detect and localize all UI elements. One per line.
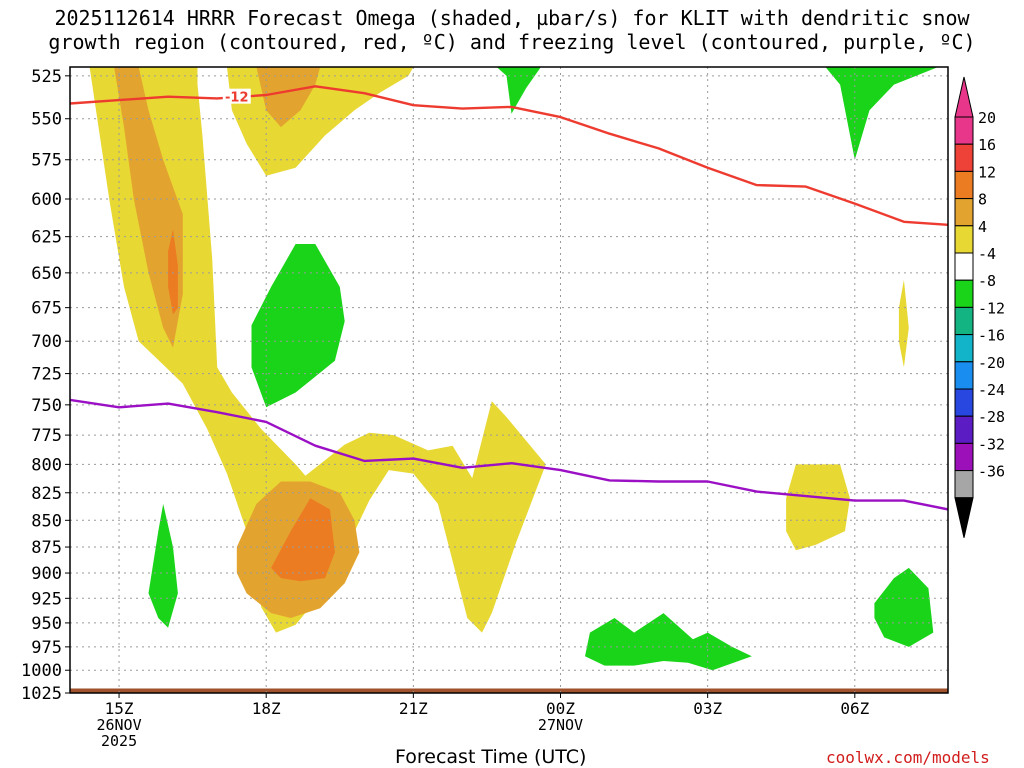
freezing-level-contour-line <box>70 398 948 511</box>
y-tick-label: 900 <box>31 564 62 584</box>
omega-shaded-region <box>786 464 850 551</box>
chart-title: 2025112614 HRRR Forecast Omega (shaded, … <box>0 6 1024 54</box>
colorbar-segment <box>954 388 974 417</box>
omega-shaded-region <box>271 498 335 582</box>
omega-shaded-region <box>168 229 178 315</box>
contour-label-background <box>222 88 251 104</box>
y-tick-label: 850 <box>31 511 62 531</box>
y-tick-label: 825 <box>31 484 62 504</box>
x-tick-label: 15Z <box>105 699 134 718</box>
x-tick-label: 06Z <box>840 699 869 718</box>
x-tick-label: 00Z <box>546 699 575 718</box>
credit-text: coolwx.com/models <box>826 748 990 767</box>
colorbar-label: -4 <box>978 245 996 263</box>
colorbar-segment <box>954 252 974 281</box>
y-tick-label: 625 <box>31 228 62 248</box>
colorbar-segment <box>954 170 974 200</box>
y-tick-label: 525 <box>31 67 62 87</box>
omega-shaded-region <box>251 244 345 408</box>
omega-shaded-region <box>825 67 939 160</box>
omega-shaded-region <box>256 67 321 128</box>
colorbar-segment <box>954 361 974 390</box>
colorbar-label: 12 <box>978 163 996 181</box>
colorbar-segment <box>954 279 974 308</box>
colorbar-segment <box>954 116 974 145</box>
y-tick-label: 650 <box>31 264 62 284</box>
colorbar-segment <box>954 198 974 227</box>
title-line-2: growth region (contoured, red, ºC) and f… <box>48 30 976 54</box>
colorbar-label: 8 <box>978 191 987 209</box>
omega-shaded-region <box>114 67 183 348</box>
terrain-strip <box>70 688 948 693</box>
title-line-1: 2025112614 HRRR Forecast Omega (shaded, … <box>54 6 970 30</box>
colorbar-bottom-arrow <box>954 497 974 538</box>
omega-shaded-region <box>585 613 752 671</box>
y-tick-label: 1000 <box>21 661 62 681</box>
y-tick-label: 875 <box>31 538 62 558</box>
omega-shaded-region <box>898 279 909 368</box>
snow-growth-contour-line <box>70 85 948 226</box>
colorbar-label: 16 <box>978 136 996 154</box>
colorbar-label: -12 <box>978 299 1005 317</box>
colorbar-segment <box>954 470 974 499</box>
x-axis-title: Forecast Time (UTC) <box>395 746 587 768</box>
omega-shaded-region <box>89 67 546 633</box>
plot-border <box>69 66 949 694</box>
plot-area: -12 <box>70 67 948 693</box>
x-tick-sublabel: 2025 <box>101 732 137 750</box>
contour-label: -12 <box>225 91 249 106</box>
y-tick-label: 600 <box>31 190 62 210</box>
y-tick-label: 675 <box>31 299 62 319</box>
colorbar-top-arrow <box>954 76 974 118</box>
colorbar-segment <box>954 334 974 363</box>
colorbar-segment <box>954 415 974 444</box>
colorbar-label: -36 <box>978 463 1005 481</box>
omega-shaded-region <box>148 503 178 628</box>
y-tick-label: 750 <box>31 396 62 416</box>
omega-shaded-region <box>874 567 934 647</box>
x-tick-sublabel: 26NOV <box>96 716 141 734</box>
colorbar-segment <box>954 143 974 172</box>
x-tick-label: 18Z <box>252 699 281 718</box>
x-tick-label: 03Z <box>693 699 722 718</box>
y-tick-label: 550 <box>31 110 62 130</box>
omega-shaded-region <box>496 67 541 114</box>
x-tick-sublabel: 27NOV <box>538 716 583 734</box>
y-tick-label: 800 <box>31 455 62 475</box>
colorbar-label: -8 <box>978 272 996 290</box>
y-tick-label: 575 <box>31 151 62 171</box>
colorbar-label: -16 <box>978 327 1005 345</box>
colorbar-label: -32 <box>978 435 1005 453</box>
colorbar-segment <box>954 442 974 472</box>
colorbar-segment <box>954 306 974 336</box>
y-tick-label: 975 <box>31 638 62 658</box>
colorbar-label: -24 <box>978 381 1005 399</box>
colorbar-label: -20 <box>978 354 1005 372</box>
y-tick-label: 1025 <box>21 684 62 704</box>
colorbar-segment <box>954 225 974 254</box>
y-tick-label: 775 <box>31 426 62 446</box>
colorbar-label: 20 <box>978 109 996 127</box>
y-tick-label: 950 <box>31 614 62 634</box>
colorbar-label: 4 <box>978 218 987 236</box>
x-tick-label: 21Z <box>399 699 428 718</box>
colorbar-label: -28 <box>978 408 1005 426</box>
y-tick-label: 925 <box>31 589 62 609</box>
y-tick-label: 700 <box>31 332 62 352</box>
y-tick-label: 725 <box>31 365 62 385</box>
